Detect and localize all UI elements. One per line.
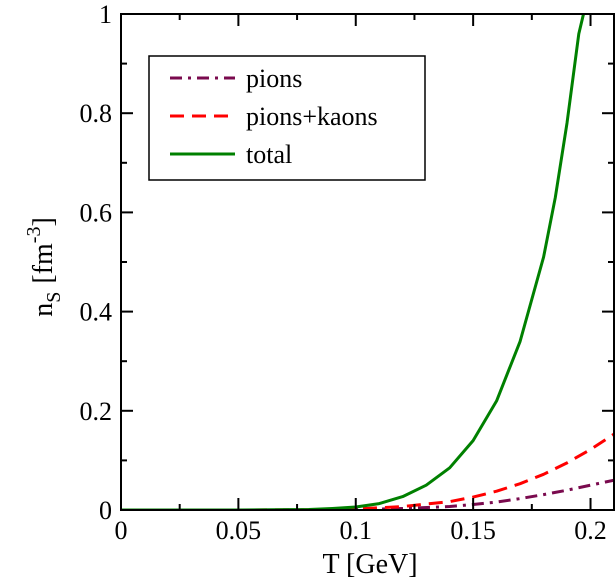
y-tick-label: 0.4 bbox=[80, 298, 113, 327]
x-tick-label: 0 bbox=[115, 516, 128, 545]
x-tick-label: 0.05 bbox=[216, 516, 262, 545]
series-line-2 bbox=[121, 14, 585, 510]
legend-label-0: pions bbox=[246, 64, 302, 93]
y-axis-label-unit: [fm bbox=[28, 243, 59, 284]
legend-box bbox=[148, 55, 426, 181]
y-tick-label: 0.8 bbox=[80, 99, 113, 128]
x-tick-label: 0.2 bbox=[574, 516, 607, 545]
ticks-layer: 0 0.05 0.1 0.15 0.2 0 0.2 0.4 0.6 0.8 1 bbox=[80, 0, 614, 545]
y-tick-label: 0.2 bbox=[80, 397, 113, 426]
y-tick-label: 1 bbox=[99, 0, 112, 29]
x-tick-label: 0.1 bbox=[340, 516, 373, 545]
legend: pions pions+kaons total bbox=[148, 55, 426, 181]
y-axis-label-superscript: -3 bbox=[23, 227, 45, 244]
legend-label-1: pions+kaons bbox=[246, 102, 378, 131]
y-tick-label: 0 bbox=[99, 496, 112, 525]
series-line-1 bbox=[121, 432, 614, 510]
y-axis-label-unit-close: ] bbox=[28, 217, 59, 226]
x-axis-label: T [GeV] bbox=[322, 549, 417, 578]
y-axis-label: nS [fm-3] bbox=[23, 217, 65, 317]
y-axis-label-subscript: S bbox=[43, 292, 65, 303]
y-tick-label: 0.6 bbox=[80, 198, 113, 227]
legend-label-2: total bbox=[246, 140, 292, 169]
x-tick-label: 0.15 bbox=[450, 516, 496, 545]
y-axis-label-base: n bbox=[28, 303, 59, 317]
